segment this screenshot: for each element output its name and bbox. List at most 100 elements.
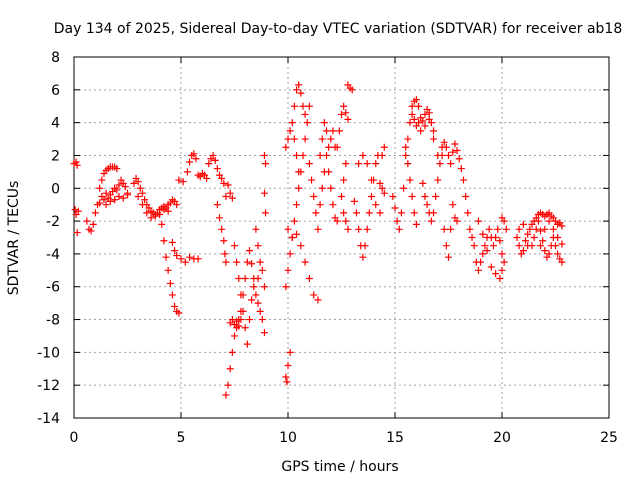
data-point — [415, 102, 423, 110]
data-point — [218, 225, 226, 233]
data-point — [239, 307, 247, 315]
data-point — [449, 148, 457, 156]
data-point — [325, 168, 333, 176]
data-point — [241, 324, 249, 332]
data-point — [243, 258, 251, 266]
data-point — [445, 151, 452, 159]
data-point — [367, 176, 375, 184]
data-point — [393, 217, 401, 225]
data-point — [376, 209, 384, 217]
data-point — [447, 225, 455, 233]
data-point — [301, 258, 309, 266]
data-point — [333, 217, 341, 225]
data-point — [363, 225, 371, 233]
data-point — [415, 119, 423, 127]
data-point — [192, 155, 200, 163]
data-point — [318, 184, 326, 192]
data-point — [134, 192, 142, 200]
data-point — [532, 225, 540, 233]
data-point — [134, 178, 142, 186]
data-point — [434, 151, 442, 159]
data-point — [365, 209, 373, 217]
data-point — [299, 102, 307, 110]
data-point — [455, 155, 463, 163]
data-point — [363, 160, 371, 168]
data-point — [303, 119, 311, 127]
data-point — [252, 291, 260, 299]
data-point — [250, 283, 258, 291]
data-point — [329, 201, 337, 209]
data-point — [83, 217, 91, 225]
data-point — [166, 279, 174, 287]
data-point — [539, 237, 547, 245]
data-point — [73, 161, 81, 169]
data-point — [323, 151, 331, 159]
data-point — [378, 184, 386, 192]
data-point — [524, 230, 532, 238]
data-point — [138, 201, 146, 209]
data-point — [226, 365, 234, 373]
data-point — [526, 225, 534, 233]
data-point — [245, 316, 253, 324]
data-point — [397, 209, 405, 217]
data-point — [293, 151, 301, 159]
data-point — [554, 234, 562, 241]
data-point — [205, 160, 213, 168]
data-point — [333, 143, 341, 151]
y-tick-label: -10 — [37, 345, 60, 361]
data-point — [235, 322, 243, 330]
data-point — [106, 197, 114, 205]
data-point — [436, 160, 444, 168]
data-point — [340, 102, 348, 110]
data-point — [74, 207, 82, 215]
data-point — [224, 381, 232, 389]
data-point — [168, 238, 176, 246]
data-point — [412, 220, 420, 228]
data-point — [260, 329, 268, 337]
data-point — [474, 266, 482, 274]
data-point — [254, 242, 262, 250]
data-point — [410, 209, 418, 217]
data-point — [216, 214, 224, 222]
data-point — [171, 302, 179, 310]
data-point — [447, 160, 455, 168]
data-point — [344, 225, 352, 233]
data-point — [498, 250, 506, 258]
data-point — [483, 247, 491, 255]
data-point — [73, 229, 81, 237]
data-point — [248, 296, 256, 304]
data-point — [305, 275, 313, 283]
data-point — [162, 253, 170, 261]
data-point — [168, 291, 176, 299]
data-point — [421, 122, 429, 130]
data-point — [419, 179, 427, 187]
data-point — [479, 230, 487, 238]
data-point — [293, 230, 301, 238]
data-point — [558, 240, 566, 248]
data-point — [479, 250, 487, 258]
data-point — [248, 260, 256, 268]
y-tick-label: 6 — [51, 83, 60, 99]
y-tick-label: -14 — [37, 411, 60, 427]
data-point — [102, 201, 110, 209]
data-point — [338, 110, 345, 118]
data-point — [342, 160, 350, 168]
data-point — [359, 151, 367, 159]
data-point — [500, 217, 508, 225]
data-point — [151, 212, 159, 220]
data-point — [156, 211, 164, 219]
chart-title: Day 134 of 2025, Sidereal Day-to-day VTE… — [54, 21, 623, 37]
x-tick-label: 25 — [600, 430, 618, 446]
data-point — [410, 115, 418, 123]
axis-ticks: 0 5 10 15 20 25 -14 -12 -10 -8 -6 -4 -2 0 2 4 6 8 — [37, 50, 618, 446]
x-tick-label: 5 — [177, 430, 186, 446]
data-point — [228, 316, 236, 324]
data-point — [515, 225, 523, 233]
data-point — [183, 168, 191, 176]
data-point — [241, 275, 249, 283]
y-tick-label: -6 — [46, 280, 60, 296]
data-point — [498, 266, 506, 274]
data-point — [233, 258, 241, 266]
data-point — [222, 258, 230, 266]
